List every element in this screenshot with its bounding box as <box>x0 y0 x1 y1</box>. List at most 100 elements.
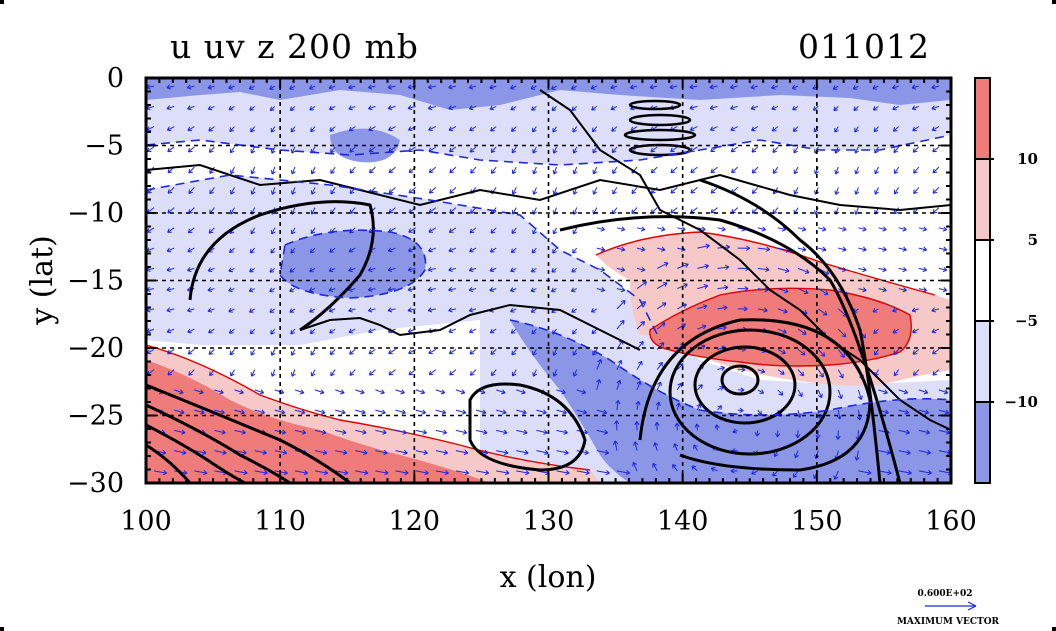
wind-vector <box>697 284 709 290</box>
wind-vector <box>772 146 779 153</box>
wind-vector <box>777 389 784 396</box>
wind-vector <box>757 287 769 293</box>
wind-vector <box>874 166 879 175</box>
wind-vector <box>814 166 819 175</box>
wind-vector <box>355 389 365 395</box>
wind-vector <box>656 381 662 391</box>
wind-vector <box>918 266 928 273</box>
wind-vector <box>894 187 900 195</box>
x-tick-label: 100 <box>120 506 172 537</box>
wind-vector <box>387 247 396 253</box>
wind-vector <box>511 166 517 175</box>
wind-vector <box>194 449 207 455</box>
wind-vector <box>289 287 296 293</box>
neg-contour-4 <box>146 174 661 341</box>
wind-vector <box>308 84 316 90</box>
wind-vector <box>757 307 768 313</box>
wind-vector <box>675 402 681 411</box>
wind-vector <box>932 348 940 355</box>
wind-vector <box>469 227 477 234</box>
corner-mark <box>0 0 4 4</box>
wind-vector <box>793 187 799 195</box>
wind-vector <box>797 246 807 252</box>
wind-vector <box>898 449 911 455</box>
wind-vector <box>234 409 245 415</box>
wind-vector <box>709 126 718 131</box>
colorbar-swatch <box>974 77 991 160</box>
wind-vector <box>737 367 746 373</box>
wind-vector <box>449 166 457 174</box>
wind-vector <box>576 409 588 415</box>
z-contour-wave-cluster-1 <box>628 113 692 127</box>
date-label: 011012 <box>798 27 930 66</box>
wind-vector <box>616 319 625 330</box>
wind-vector <box>531 328 537 335</box>
wind-vector <box>208 349 215 355</box>
wind-vector <box>367 266 376 273</box>
wind-vector <box>187 349 195 355</box>
wind-vector <box>228 267 235 273</box>
wind-vector <box>294 409 306 415</box>
wind-vector <box>187 105 195 111</box>
wind-vector <box>388 166 396 174</box>
wind-vector <box>188 369 195 376</box>
wind-vector <box>496 409 507 415</box>
wind-vector <box>797 349 806 356</box>
wind-vector <box>772 166 779 174</box>
u-fill-pos2-coral <box>649 288 912 366</box>
wind-vector <box>270 369 276 377</box>
wind-vector <box>551 268 557 273</box>
wind-vector <box>207 287 215 293</box>
wind-vector <box>709 105 718 111</box>
wind-vector <box>858 246 867 252</box>
wind-vector <box>572 166 578 175</box>
wind-vector <box>290 349 296 356</box>
wind-vector <box>931 328 940 334</box>
wind-vector <box>428 227 437 233</box>
wind-vector <box>591 126 598 133</box>
wind-vector <box>489 105 497 111</box>
wind-vector <box>511 146 517 154</box>
wind-vector <box>328 267 336 273</box>
wind-vector <box>878 470 892 476</box>
wind-vector <box>676 382 682 391</box>
wind-vector <box>269 106 276 112</box>
wind-vector <box>838 226 847 232</box>
wind-vector <box>751 126 759 132</box>
wind-vector <box>530 308 537 313</box>
wind-vector <box>791 84 799 90</box>
wind-vector <box>531 106 537 111</box>
wind-vector <box>709 84 718 90</box>
wind-vector <box>388 126 396 132</box>
wind-vector <box>530 85 537 90</box>
wind-vector <box>636 281 648 290</box>
wind-vector <box>532 187 538 195</box>
wind-vector <box>710 187 718 194</box>
wind-vector <box>657 246 666 252</box>
wind-vector <box>367 84 376 90</box>
wind-vector <box>858 470 872 476</box>
u-fill-pos2-subtropical <box>146 360 490 483</box>
wind-vector <box>314 409 326 415</box>
wind-vector <box>428 166 437 174</box>
wind-vector <box>167 146 175 153</box>
wind-vector <box>677 262 689 269</box>
wind-vector <box>737 306 748 312</box>
colorbar-label: −5 <box>1015 312 1038 330</box>
wind-vector <box>368 369 376 376</box>
wind-vector <box>697 304 708 310</box>
wind-vector <box>309 328 316 335</box>
wind-vector <box>837 349 845 358</box>
wind-vector <box>771 84 779 90</box>
colorbar-label: 10 <box>1017 150 1038 168</box>
wind-vector <box>878 389 888 395</box>
wind-vector <box>395 429 407 435</box>
wind-vector <box>511 126 517 132</box>
wind-vector <box>449 187 457 194</box>
wind-vector <box>348 307 356 313</box>
wind-vector <box>873 126 879 133</box>
wind-vector <box>395 409 406 415</box>
wind-vector <box>368 328 376 334</box>
wind-vector <box>677 323 686 330</box>
